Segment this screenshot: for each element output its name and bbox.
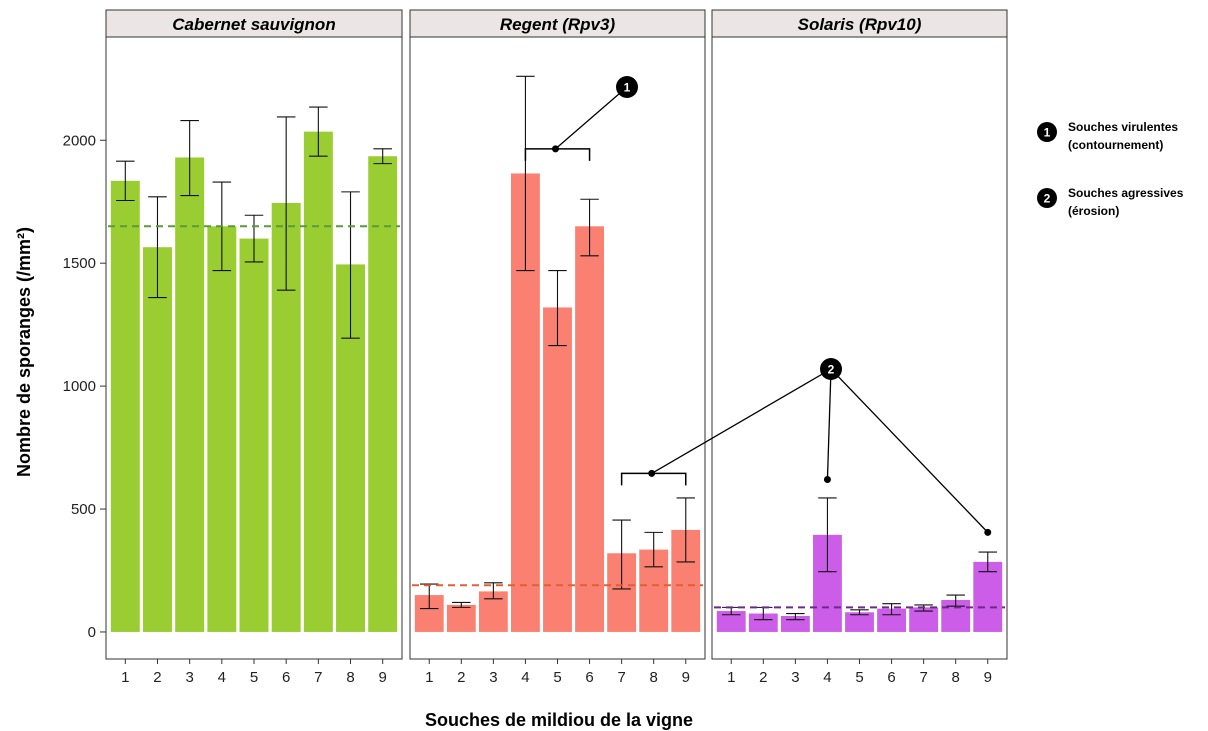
legend-label: Souches virulentes xyxy=(1068,120,1178,134)
panel-title: Regent (Rpv3) xyxy=(500,15,616,34)
x-tick-label: 5 xyxy=(553,669,561,686)
x-tick-label: 4 xyxy=(823,669,831,686)
x-tick-label: 4 xyxy=(218,669,226,686)
x-tick-label: 3 xyxy=(791,669,799,686)
legend-item-1: 1 Souches virulentes (contournement) xyxy=(1037,120,1178,152)
y-tick-label: 1500 xyxy=(63,255,96,272)
panel-title: Solaris (Rpv10) xyxy=(798,15,922,34)
badge-1: 1 xyxy=(616,76,638,98)
bar xyxy=(143,247,172,632)
x-tick-label: 8 xyxy=(346,669,354,686)
bar xyxy=(304,132,333,632)
x-tick-label: 7 xyxy=(314,669,322,686)
panel-1: Cabernet sauvignon 1 2 3 4 5 6 7 8 9 xyxy=(106,10,402,686)
y-tick-label: 2000 xyxy=(63,132,96,149)
x-tick-label: 3 xyxy=(185,669,193,686)
panel-frame xyxy=(712,37,1007,659)
panel-2: Regent (Rpv3) 1 2 3 4 5 6 7 8 9 xyxy=(410,10,705,686)
bar xyxy=(447,605,476,632)
badge-number: 2 xyxy=(828,363,835,377)
x-tick-label: 1 xyxy=(425,669,433,686)
bar xyxy=(368,156,397,632)
x-tick-label: 1 xyxy=(727,669,735,686)
bar xyxy=(175,157,204,631)
x-tick-label: 8 xyxy=(650,669,658,686)
x-tick-label: 5 xyxy=(855,669,863,686)
bar xyxy=(543,307,572,632)
legend-label-sub: (érosion) xyxy=(1068,204,1119,218)
y-axis: 0 500 1000 1500 2000 xyxy=(63,132,106,641)
x-tick-label: 6 xyxy=(282,669,290,686)
x-axis-title: Souches de mildiou de la vigne xyxy=(425,710,693,730)
y-tick-label: 500 xyxy=(71,501,96,518)
x-tick-label: 7 xyxy=(919,669,927,686)
y-tick-label: 1000 xyxy=(63,378,96,395)
legend-badge: 1 xyxy=(1037,122,1057,142)
legend-item-2: 2 Souches agressives (érosion) xyxy=(1037,186,1184,218)
x-tick-label: 9 xyxy=(379,669,387,686)
badge-number: 1 xyxy=(1044,126,1051,140)
badge-number: 1 xyxy=(624,81,631,95)
x-tick-label: 9 xyxy=(682,669,690,686)
legend-label-sub: (contournement) xyxy=(1068,138,1163,152)
panel-title: Cabernet sauvignon xyxy=(172,15,335,34)
badge-number: 2 xyxy=(1044,192,1051,206)
x-tick-label: 9 xyxy=(984,669,992,686)
x-tick-label: 6 xyxy=(887,669,895,686)
x-tick-label: 6 xyxy=(585,669,593,686)
bar xyxy=(207,226,236,632)
bar xyxy=(111,181,140,632)
x-tick-label: 3 xyxy=(489,669,497,686)
y-tick-label: 0 xyxy=(88,624,96,641)
legend: 1 Souches virulentes (contournement) 2 Souch… xyxy=(1037,120,1184,218)
y-axis-title: Nombre de sporanges (/mm²) xyxy=(14,227,34,477)
legend-badge: 2 xyxy=(1037,188,1057,208)
x-tick-label: 4 xyxy=(521,669,529,686)
x-tick-label: 5 xyxy=(250,669,258,686)
x-tick-label: 2 xyxy=(457,669,465,686)
bar xyxy=(240,239,269,632)
x-tick-label: 1 xyxy=(121,669,129,686)
x-tick-label: 2 xyxy=(759,669,767,686)
x-tick-label: 8 xyxy=(952,669,960,686)
x-tick-label: 2 xyxy=(153,669,161,686)
badge-2: 2 xyxy=(820,358,842,380)
bar xyxy=(973,562,1002,632)
panel-3: Solaris (Rpv10) 1 2 3 4 5 6 7 8 9 xyxy=(712,10,1007,686)
bar xyxy=(575,226,604,632)
legend-label: Souches agressives xyxy=(1068,186,1184,200)
x-tick-label: 7 xyxy=(617,669,625,686)
